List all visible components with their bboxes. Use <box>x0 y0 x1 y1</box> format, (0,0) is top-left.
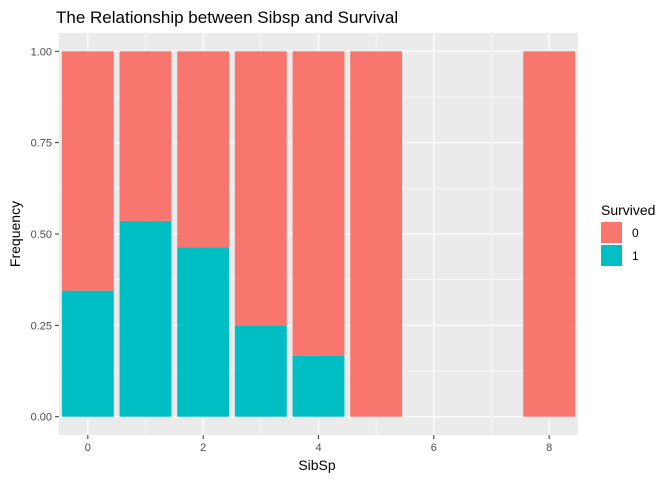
x-tick-label: 0 <box>85 442 91 454</box>
y-axis-ticks: 0.00 0.25 0.50 0.75 1.00 <box>31 46 59 424</box>
x-axis-ticks: 0 2 4 6 8 <box>85 435 552 454</box>
bar-sibsp-2-survived-1 <box>177 247 230 417</box>
bar-sibsp-5-survived-0 <box>350 51 403 417</box>
legend: Survived 0 1 <box>601 202 655 266</box>
y-tick-label: 0.25 <box>31 320 52 332</box>
legend-label-0: 0 <box>632 226 639 240</box>
bar-sibsp-1-survived-1 <box>119 220 172 417</box>
legend-label-1: 1 <box>632 249 639 263</box>
bar-sibsp-3-survived-0 <box>234 51 287 326</box>
x-tick-label: 8 <box>546 442 552 454</box>
y-tick-label: 0.50 <box>31 229 52 241</box>
bar-sibsp-2-survived-0 <box>177 51 230 248</box>
bar-sibsp-3-survived-1 <box>234 325 287 417</box>
bar-sibsp-0-survived-1 <box>61 290 114 417</box>
bar-sibsp-1-survived-0 <box>119 51 172 221</box>
x-axis-title: SibSp <box>298 457 336 473</box>
bars <box>61 51 576 417</box>
legend-swatch-1 <box>601 245 622 266</box>
legend-title: Survived <box>601 202 655 218</box>
chart-title: The Relationship between Sibsp and Survi… <box>56 8 398 27</box>
x-tick-label: 6 <box>431 442 437 454</box>
bar-sibsp-4-survived-1 <box>292 355 345 417</box>
y-tick-label: 0.75 <box>31 138 52 150</box>
bar-sibsp-4-survived-0 <box>292 51 345 356</box>
y-tick-label: 1.00 <box>31 46 52 58</box>
legend-swatch-0 <box>601 222 622 243</box>
bar-sibsp-8-survived-0 <box>523 51 576 417</box>
y-axis-title: Frequency <box>7 201 23 267</box>
bar-sibsp-0-survived-0 <box>61 51 114 291</box>
x-tick-label: 2 <box>200 442 206 454</box>
y-tick-label: 0.00 <box>31 412 52 424</box>
x-tick-label: 4 <box>315 442 321 454</box>
